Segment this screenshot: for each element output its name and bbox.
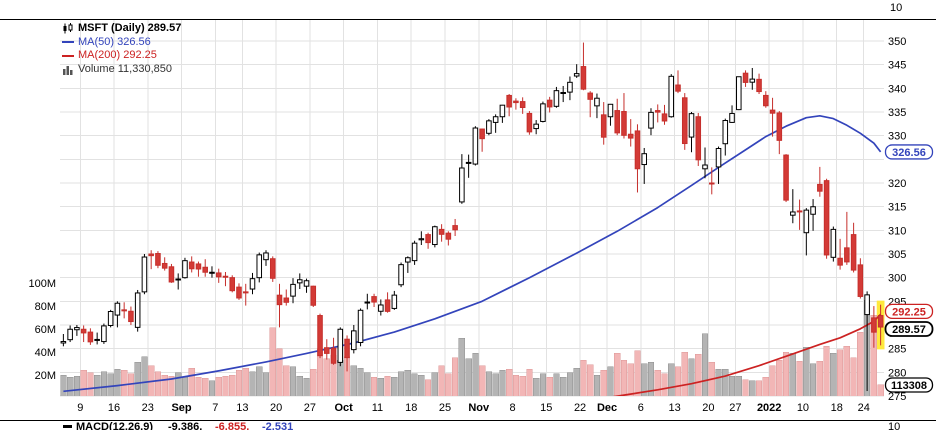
svg-text:310: 310 (888, 225, 906, 237)
svg-text:24: 24 (858, 402, 870, 414)
axis-badge: 326.56 (884, 144, 934, 160)
ma200-line-swatch-icon (62, 54, 74, 57)
svg-text:80M: 80M (35, 301, 56, 313)
svg-text:25: 25 (439, 402, 451, 414)
svg-text:315: 315 (888, 202, 906, 214)
svg-text:23: 23 (142, 402, 154, 414)
svg-text:330: 330 (888, 131, 906, 143)
svg-text:305: 305 (888, 249, 906, 261)
svg-text:350: 350 (888, 36, 906, 48)
volume-bars-icon (62, 64, 75, 75)
svg-text:285: 285 (888, 344, 906, 356)
svg-text:9: 9 (77, 402, 83, 414)
svg-text:6: 6 (638, 402, 644, 414)
macd-histogram-value: -2.531 (262, 421, 294, 430)
svg-text:20: 20 (270, 402, 282, 414)
svg-text:8: 8 (509, 402, 515, 414)
macd-line-swatch-icon (63, 425, 72, 428)
chart-legend: MSFT (Daily) 289.57 MA(50) 326.56 MA(200… (62, 22, 181, 76)
svg-text:2022: 2022 (757, 402, 781, 414)
ma50-legend-row: MA(50) 326.56 (62, 36, 181, 50)
macd-value: -9.386, (168, 421, 203, 430)
ma50-line (63, 114, 882, 393)
svg-text:13: 13 (236, 402, 248, 414)
axis-labels-layer: 3503453403353303203153103053002952852802… (28, 36, 906, 414)
svg-text:Dec: Dec (597, 402, 617, 414)
ma200-label: MA(200) 292.25 (78, 49, 157, 61)
svg-text:27: 27 (304, 402, 316, 414)
svg-text:18: 18 (405, 402, 417, 414)
volume-label: Volume 11,330,850 (78, 62, 172, 75)
macd-label: MACD(12,26,9) (76, 421, 154, 430)
ma200-line (612, 313, 882, 396)
symbol-legend-row: MSFT (Daily) 289.57 (62, 22, 181, 36)
volume-legend-row: Volume 11,330,850 (62, 63, 181, 77)
svg-text:10: 10 (797, 402, 809, 414)
svg-text:340: 340 (888, 83, 906, 95)
candlestick-icon (62, 23, 75, 34)
svg-text:275: 275 (888, 391, 906, 403)
svg-text:40M: 40M (35, 347, 56, 359)
svg-text:7: 7 (212, 402, 218, 414)
svg-text:Sep: Sep (171, 402, 191, 414)
svg-text:27: 27 (729, 402, 741, 414)
volume-layer (60, 300, 884, 396)
svg-text:Oct: Oct (335, 402, 354, 414)
svg-text:320: 320 (888, 178, 906, 190)
svg-text:15: 15 (540, 402, 552, 414)
svg-text:16: 16 (108, 402, 120, 414)
svg-text:335: 335 (888, 107, 906, 119)
axis-badges-layer: 326.56 292.25 289.57 113308 (884, 144, 934, 393)
svg-text:18: 18 (831, 402, 843, 414)
macd-signal-value: -6.855, (215, 421, 250, 430)
svg-text:289.57: 289.57 (892, 324, 926, 336)
ma200-legend-row: MA(200) 292.25 (62, 49, 181, 63)
candles-layer (60, 42, 884, 392)
svg-text:20: 20 (702, 402, 714, 414)
svg-text:11: 11 (372, 402, 383, 414)
svg-text:326.56: 326.56 (892, 147, 926, 159)
ma-lines-layer (63, 114, 882, 396)
svg-text:280: 280 (888, 367, 906, 379)
axis-badge: 113308 (884, 377, 934, 393)
symbol-label: MSFT (Daily) 289.57 (78, 22, 182, 34)
svg-text:20M: 20M (35, 370, 56, 382)
grid-layer (60, 20, 884, 397)
svg-text:100M: 100M (28, 278, 56, 290)
svg-text:113308: 113308 (891, 380, 927, 392)
svg-text:292.25: 292.25 (892, 306, 926, 318)
axis-badge: 289.57 (884, 321, 934, 337)
ma50-label: MA(50) 326.56 (78, 35, 151, 48)
upper-panel-axis-label: 10 (890, 2, 903, 14)
macd-panel-legend: MACD(12,26,9) -9.386, -6.855, -2.531 10 (0, 421, 936, 430)
svg-text:Nov: Nov (468, 402, 490, 414)
svg-text:300: 300 (888, 273, 906, 285)
svg-text:60M: 60M (35, 324, 56, 336)
svg-text:13: 13 (668, 402, 680, 414)
macd-axis-label: 10 (888, 421, 901, 430)
axis-badge: 292.25 (884, 303, 934, 319)
svg-text:22: 22 (574, 402, 586, 414)
svg-text:345: 345 (888, 60, 906, 72)
ma50-line-swatch-icon (62, 41, 74, 44)
